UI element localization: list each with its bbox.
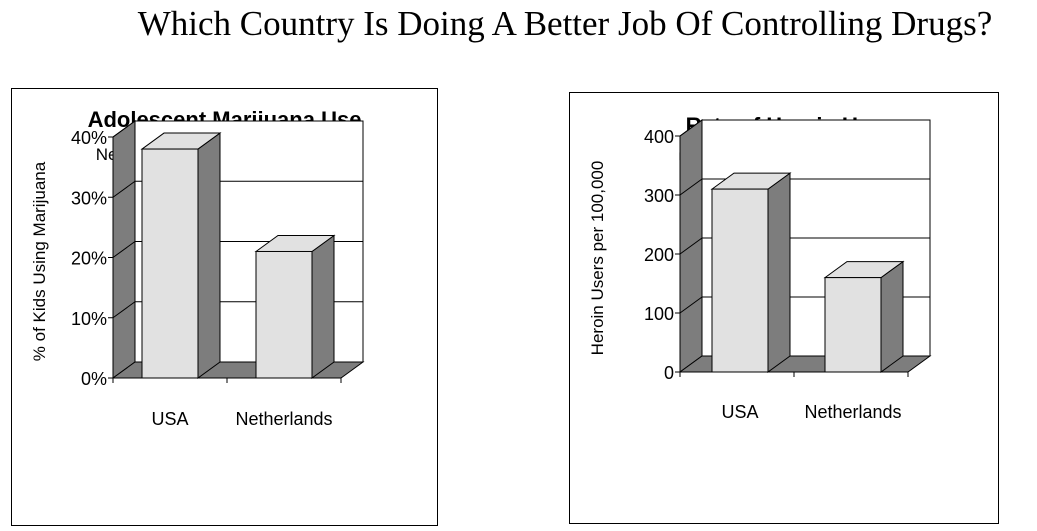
gridline-wall (679, 119, 703, 137)
marijuana-bar-chart: 0% 10% 20% 30% 40% USA Netherlands % of Kids Us… (30, 120, 365, 429)
page-title: Which Country Is Doing A Better Job Of C… (137, 4, 993, 43)
gridline-wall (112, 120, 136, 138)
gridline-wall (679, 178, 703, 196)
x-category-label: USA (151, 409, 188, 429)
marijuana-chart-panel: Adolescent Marijuana Use Nearly Twice As… (11, 88, 438, 526)
y-tick-label: 200 (644, 245, 674, 265)
y-tick-label: 400 (644, 127, 674, 147)
heroin-bar-chart: 0 100 200 300 400 USA Netherlands Heroin Users … (588, 119, 932, 422)
x-category-label: Netherlands (235, 409, 332, 429)
y-tick-label: 30% (71, 188, 107, 208)
y-tick-label: 20% (71, 249, 107, 269)
gridline-wall (112, 241, 136, 258)
y-tick-label: 0% (81, 369, 107, 389)
heroin-chart-panel: Rate of Heroin Use U.S. Has 260% Higher … (569, 92, 999, 524)
bar-side (767, 172, 791, 373)
bar-side (880, 260, 904, 373)
x-category-label: Netherlands (804, 402, 901, 422)
y-axis-label: % of Kids Using Marijuana (30, 161, 49, 361)
bar (711, 188, 769, 373)
y-tick-label: 300 (644, 186, 674, 206)
gridline-wall (679, 296, 703, 314)
bar-side (197, 132, 221, 379)
y-tick-label: 0 (664, 363, 674, 383)
x-category-label: USA (721, 402, 758, 422)
bar (141, 148, 199, 379)
y-axis-label: Heroin Users per 100,000 (588, 161, 607, 356)
bar (255, 250, 313, 379)
gridline-wall (112, 301, 136, 319)
bar-side (311, 234, 335, 379)
y-tick-label: 40% (71, 128, 107, 148)
bar (824, 277, 882, 373)
gridline-wall (679, 237, 703, 255)
y-tick-label: 10% (71, 309, 107, 329)
gridline-wall (112, 180, 136, 198)
y-tick-label: 100 (644, 304, 674, 324)
